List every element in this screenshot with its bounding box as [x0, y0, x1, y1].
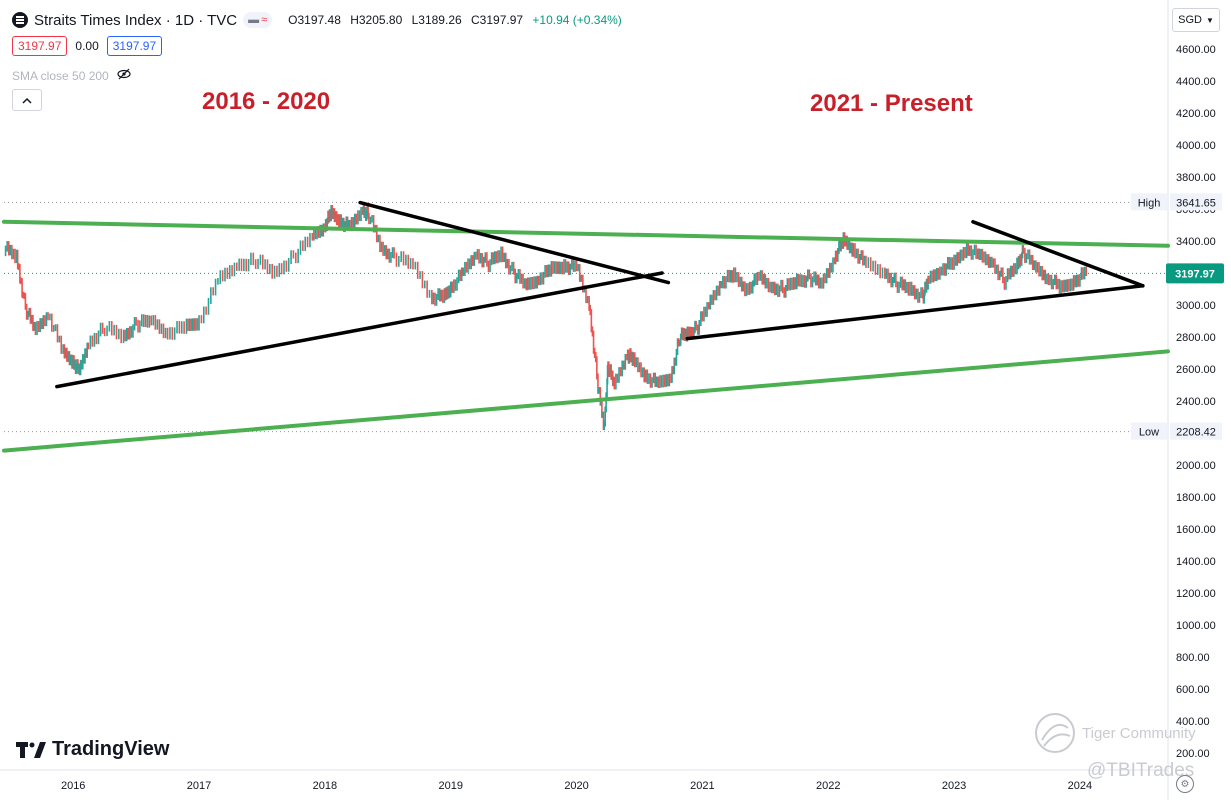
reference-label-bg [1131, 193, 1167, 211]
x-tick-label: 2021 [690, 780, 714, 792]
reference-label-high: High [1138, 197, 1161, 209]
quote-row: 3197.97 0.00 3197.97 [12, 36, 163, 56]
tiger-logo-icon [1035, 713, 1075, 753]
sma-legend[interactable]: SMA close 50 200 [12, 68, 131, 83]
chevron-down-icon: ▼ [1205, 15, 1214, 25]
symbol-logo-icon [12, 12, 28, 28]
buy-price-box[interactable]: 3197.97 [106, 36, 163, 56]
tradingview-logo: TradingView [16, 738, 169, 761]
y-tick-label: 4400.00 [1176, 76, 1216, 88]
y-tick-label: 200.00 [1176, 748, 1210, 760]
y-tick-label: 400.00 [1176, 716, 1210, 728]
tiger-community-watermark: Tiger Community [1034, 712, 1196, 754]
y-tick-label: 1400.00 [1176, 556, 1216, 568]
wave-icon: ≈ [261, 14, 268, 26]
reference-value-low: 2208.42 [1176, 427, 1216, 439]
ohlc-readout: O3197.48 H3205.80 L3189.26 C3197.97 +10.… [288, 13, 622, 27]
black-triangle-trendline[interactable] [358, 200, 671, 285]
tradingview-mark-icon [16, 741, 46, 758]
y-tick-label: 3400.00 [1176, 236, 1216, 248]
tiger-community-text: Tiger Community [1082, 724, 1196, 742]
eye-hidden-icon[interactable] [117, 68, 131, 83]
y-tick-label: 4600.00 [1176, 44, 1216, 56]
currency-label: SGD [1178, 14, 1202, 26]
y-tick-label: 2000.00 [1176, 460, 1216, 472]
reference-label-bg [1131, 422, 1167, 440]
y-tick-label: 4000.00 [1176, 140, 1216, 152]
y-tick-label: 3800.00 [1176, 172, 1216, 184]
reference-value-bg [1170, 422, 1222, 440]
black-triangle-trendline[interactable] [685, 284, 1145, 341]
y-tick-label: 2800.00 [1176, 332, 1216, 344]
x-tick-label: 2017 [187, 780, 211, 792]
change-value: +10.94 (+0.34%) [532, 13, 622, 27]
annotation-right-period: 2021 - Present [810, 90, 973, 117]
last-price-badge-bg [1166, 263, 1224, 284]
open-value: O3197.48 [288, 13, 341, 27]
x-tick-label: 2022 [816, 780, 840, 792]
high-value: H3205.80 [350, 13, 403, 27]
low-value: L3189.26 [411, 13, 462, 27]
minus-icon: ▬ [248, 14, 260, 26]
x-tick-label: 2020 [564, 780, 588, 792]
currency-selector[interactable]: SGD ▼ [1172, 8, 1220, 32]
reference-value-high: 3641.65 [1176, 197, 1216, 209]
symbol-title[interactable]: Straits Times Index · 1D · TVC [34, 11, 238, 29]
close-value: C3197.97 [471, 13, 524, 27]
y-tick-label: 2600.00 [1176, 364, 1216, 376]
green-channel-trendline[interactable] [2, 219, 1170, 248]
indicator-toggle-pill[interactable]: ▬ ≈ [243, 12, 273, 28]
reference-label-low: Low [1139, 427, 1159, 439]
x-tick-label: 2019 [438, 780, 462, 792]
y-tick-label: 1200.00 [1176, 588, 1216, 600]
settings-gear-icon[interactable]: ⚙ [1176, 775, 1194, 793]
spread-value: 0.00 [75, 39, 99, 53]
black-triangle-trendline[interactable] [55, 271, 664, 389]
y-tick-label: 3000.00 [1176, 300, 1216, 312]
y-tick-label: 4200.00 [1176, 108, 1216, 120]
y-tick-label: 1800.00 [1176, 492, 1216, 504]
y-tick-label: 600.00 [1176, 684, 1210, 696]
y-tick-label: 800.00 [1176, 652, 1210, 664]
y-tick-label: 2400.00 [1176, 396, 1216, 408]
x-tick-label: 2023 [942, 780, 966, 792]
green-channel-trendline[interactable] [2, 349, 1170, 453]
chevron-up-icon [22, 97, 32, 104]
handle-watermark: @TBITrades [1087, 760, 1195, 781]
reference-value-bg [1170, 193, 1222, 211]
last-price-badge: 3197.97 [1175, 268, 1215, 280]
tradingview-logo-text: TradingView [52, 738, 170, 760]
black-triangle-trendline[interactable] [971, 220, 1145, 288]
y-tick-label: 1000.00 [1176, 620, 1216, 632]
x-tick-label: 2018 [313, 780, 337, 792]
chart-header: Straits Times Index · 1D · TVC ▬ ≈ O3197… [12, 10, 622, 30]
y-tick-label: 1600.00 [1176, 524, 1216, 536]
x-tick-label: 2016 [61, 780, 85, 792]
collapse-legend-button[interactable] [12, 89, 42, 111]
sma-label: SMA close 50 200 [12, 68, 109, 83]
annotation-left-period: 2016 - 2020 [202, 88, 331, 115]
sell-price-box[interactable]: 3197.97 [12, 36, 68, 56]
x-tick-label: 2024 [1068, 780, 1092, 792]
